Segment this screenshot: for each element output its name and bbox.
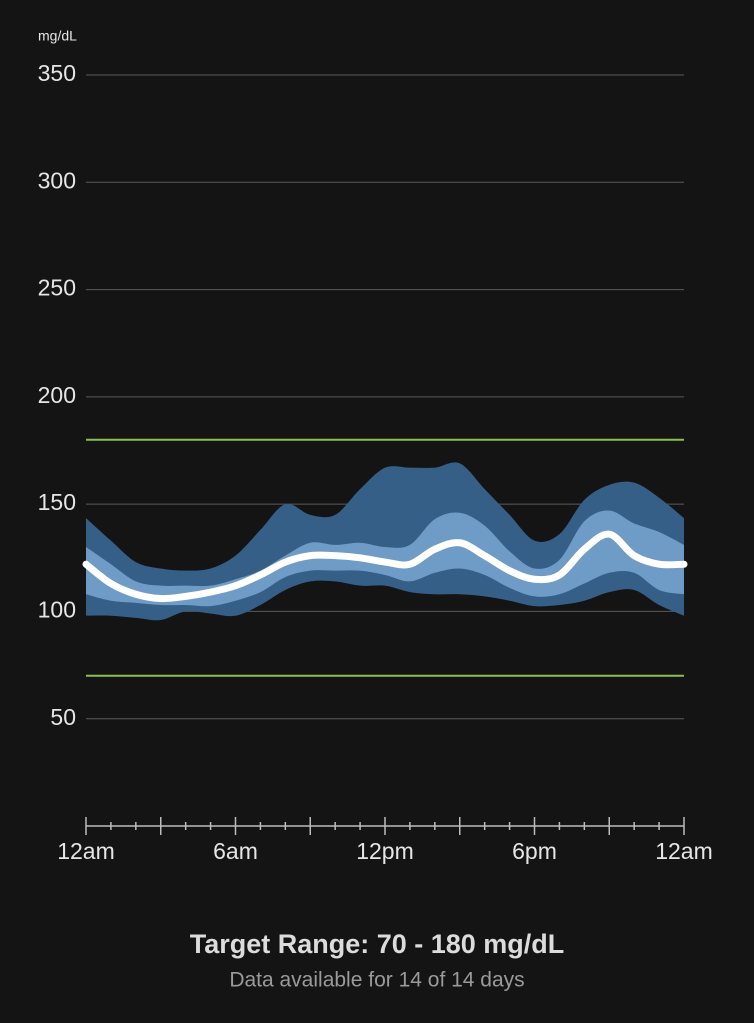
y-tick-label: 150: [38, 489, 76, 515]
x-tick-label: 6am: [213, 838, 258, 864]
x-tick-label: 12pm: [356, 838, 414, 864]
median-line: [82, 530, 688, 603]
y-axis-label: mg/dL: [38, 28, 77, 44]
y-tick-label: 300: [38, 167, 76, 193]
chart-title: Target Range: 70 - 180 mg/dL: [190, 929, 565, 959]
y-tick-label: 50: [50, 704, 76, 730]
y-tick-label: 250: [38, 275, 76, 301]
y-tick-label: 100: [38, 597, 76, 623]
x-tick-label: 12am: [655, 838, 713, 864]
y-tick-label: 200: [38, 382, 76, 408]
x-tick-label: 12am: [57, 838, 115, 864]
chart-subtitle: Data available for 14 of 14 days: [229, 969, 524, 992]
y-tick-label: 350: [38, 60, 76, 86]
x-tick-label: 6pm: [512, 838, 557, 864]
